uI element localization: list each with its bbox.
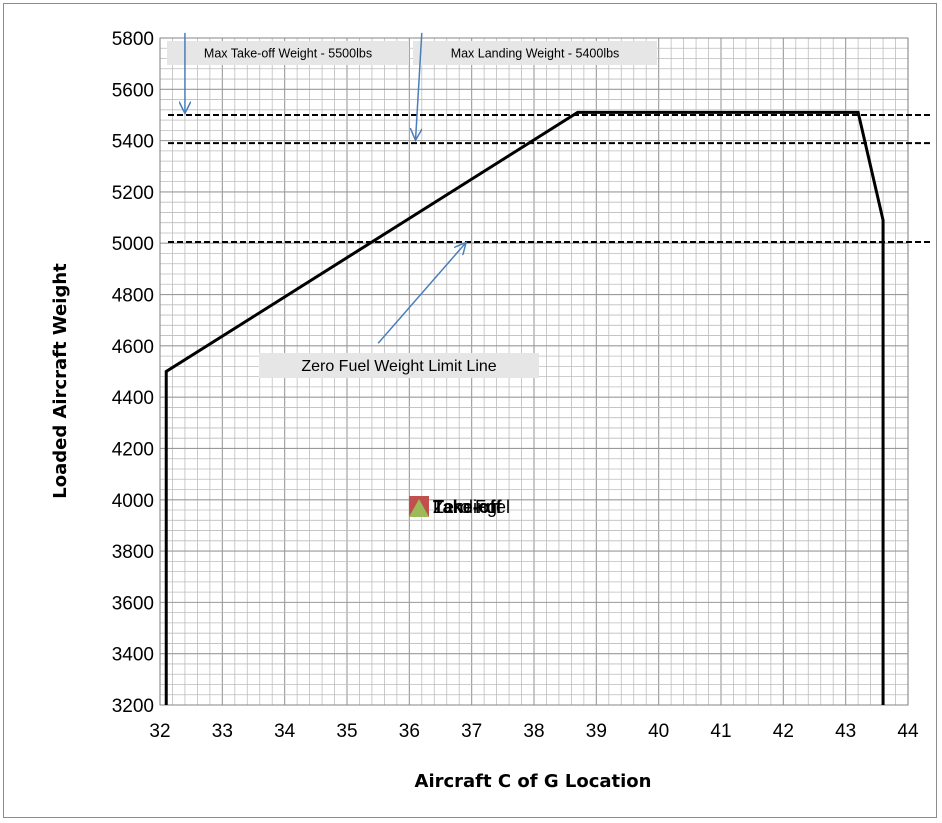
x-axis-title: Aircraft C of G Location [415, 771, 652, 792]
y-tick-label: 5000 [112, 234, 154, 255]
callout-label: Max Landing Weight - 5400lbs [451, 46, 620, 60]
callout-2: Max Landing Weight - 5400lbs [413, 32, 657, 139]
y-axis-title: Loaded Aircraft Weight [50, 263, 71, 499]
x-tick-label: 33 [212, 721, 233, 742]
x-tick-label: 39 [586, 721, 607, 742]
y-tick-label: 4800 [112, 286, 154, 307]
callout-3: Zero Fuel Weight Limit Line [259, 243, 539, 378]
legend-entry: Landing [409, 497, 497, 517]
x-tick-label: 44 [897, 721, 919, 742]
envelope-series [164, 110, 885, 705]
plot-area-border [159, 37, 909, 706]
y-tick-label: 4400 [112, 388, 154, 409]
y-tick-label: 4000 [112, 491, 154, 512]
legend-marker [409, 499, 429, 517]
envelope-line [164, 110, 885, 705]
plot-area-outline [159, 37, 909, 706]
callout-box [413, 41, 657, 65]
y-tick-label: 3400 [112, 645, 154, 666]
y-tick-label: 5600 [112, 80, 154, 101]
legend-entry: Zero Fuel [433, 497, 510, 517]
legend-label: Take-off [433, 497, 503, 517]
callout-1: Max Take-off Weight - 5500lbs [167, 32, 409, 113]
y-tick-label: 5400 [112, 132, 154, 153]
y-tick-label: 5800 [112, 29, 154, 50]
callout-arrow [416, 32, 423, 139]
x-tick-label: 42 [773, 721, 794, 742]
x-tick-label: 38 [523, 721, 544, 742]
callouts: Max Take-off Weight - 5500lbs Max Landing… [167, 32, 657, 378]
x-tick-label: 32 [149, 721, 170, 742]
legend-label: Zero Fuel [433, 497, 510, 517]
y-tick-label: 5200 [112, 183, 154, 204]
chart-frame [3, 3, 937, 818]
callout-box [167, 41, 409, 65]
x-tick-label: 37 [461, 721, 482, 742]
y-tick-label: 3200 [112, 696, 154, 717]
y-tick-labels: 3200 3400 3600 3800 4000 4200 4400 4600 4800 5000… [112, 29, 154, 717]
x-tick-label: 43 [835, 721, 856, 742]
callout-arrow [377, 243, 465, 344]
callout-label: Max Take-off Weight - 5500lbs [204, 46, 372, 60]
x-tick-label: 41 [710, 721, 731, 742]
x-tick-label: 40 [648, 721, 669, 742]
y-tick-label: 4200 [112, 439, 154, 460]
callout-label: Zero Fuel Weight Limit Line [301, 358, 496, 375]
x-tick-label: 36 [399, 721, 420, 742]
y-tick-label: 3800 [112, 542, 154, 563]
legend-label: Landing [433, 497, 497, 517]
x-tick-label: 35 [336, 721, 357, 742]
x-tick-label: 34 [274, 721, 296, 742]
reference-lines [168, 113, 931, 243]
callout-box [259, 353, 539, 378]
x-tick-labels: 32 33 34 35 36 37 38 39 40 41 42 43 44 [149, 721, 919, 742]
y-tick-label: 4600 [112, 337, 154, 358]
y-tick-label: 3600 [112, 593, 154, 614]
